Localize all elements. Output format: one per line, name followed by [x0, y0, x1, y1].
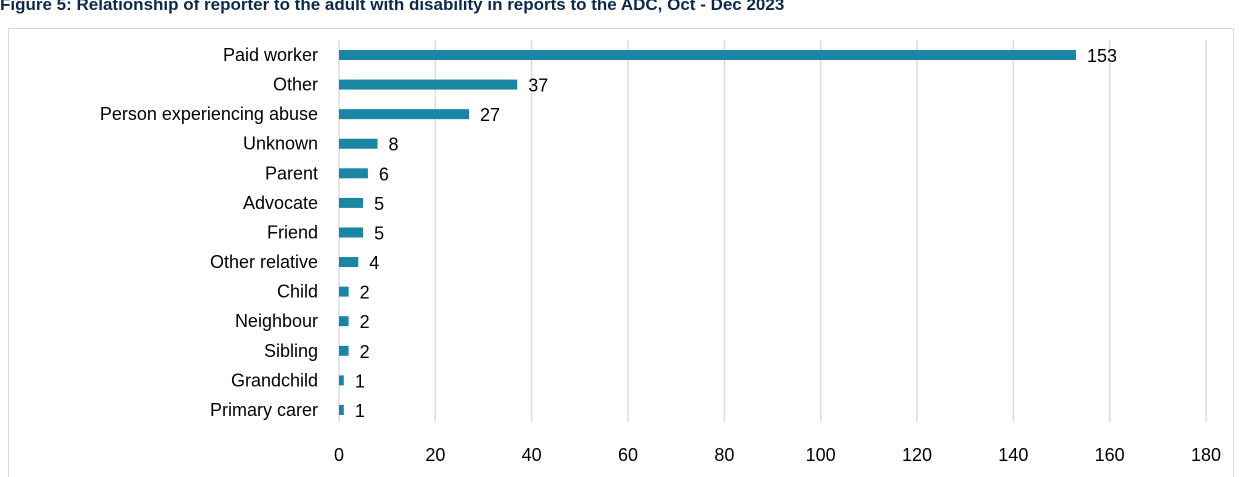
category-label: Sibling — [264, 341, 318, 361]
category-label: Person experiencing abuse — [100, 104, 318, 124]
bar — [339, 286, 349, 297]
data-label: 1 — [355, 401, 365, 421]
bar — [339, 257, 359, 268]
x-tick-labels: 0 20 40 60 80 100 120 140 160 180 — [334, 445, 1221, 465]
x-tick-label: 120 — [902, 445, 932, 465]
gridlines — [338, 40, 1207, 422]
bar — [339, 197, 364, 208]
data-label: 8 — [389, 135, 399, 155]
bar — [339, 227, 364, 238]
category-label: Advocate — [243, 193, 318, 213]
category-label: Primary carer — [210, 400, 318, 420]
bar — [339, 375, 344, 386]
x-tick-label: 100 — [806, 445, 836, 465]
data-label: 6 — [379, 164, 389, 184]
bar — [339, 345, 349, 356]
category-label: Other — [273, 75, 318, 95]
category-label: Unknown — [243, 134, 318, 154]
figure-title: Figure 5: Relationship of reporter to th… — [0, 0, 785, 14]
data-label: 1 — [355, 371, 365, 391]
category-label: Grandchild — [231, 370, 318, 390]
chart-frame — [8, 28, 1234, 477]
x-tick-label: 40 — [522, 445, 542, 465]
category-label: Neighbour — [235, 311, 318, 331]
data-label: 2 — [360, 342, 370, 362]
bars — [339, 50, 1076, 415]
data-label: 153 — [1087, 46, 1117, 66]
x-tick-label: 0 — [334, 445, 344, 465]
data-label: 37 — [528, 76, 548, 96]
bar — [339, 316, 349, 327]
x-tick-label: 20 — [425, 445, 445, 465]
bar — [339, 50, 1076, 60]
category-label: Other relative — [210, 252, 318, 272]
bar — [339, 109, 470, 120]
x-tick-label: 60 — [618, 445, 638, 465]
data-label: 2 — [360, 312, 370, 332]
x-tick-label: 180 — [1191, 445, 1221, 465]
data-label: 4 — [369, 253, 379, 273]
data-label: 5 — [374, 194, 384, 214]
data-label: 5 — [374, 223, 384, 243]
x-tick-label: 160 — [1095, 445, 1125, 465]
bar — [339, 79, 518, 90]
x-tick-label: 140 — [998, 445, 1028, 465]
x-tick-label: 80 — [714, 445, 734, 465]
category-label: Parent — [265, 163, 318, 183]
bar — [339, 168, 368, 179]
bar — [339, 138, 378, 149]
bar — [339, 404, 344, 415]
category-label: Paid worker — [223, 45, 318, 65]
category-label: Friend — [267, 222, 318, 242]
category-label: Child — [277, 282, 318, 302]
category-labels: Paid worker Other Person experiencing abus… — [100, 45, 318, 420]
data-label: 2 — [360, 283, 370, 303]
data-labels: 153 37 27 86 5 5 4 2 2 2 1 1 — [355, 46, 1117, 421]
data-label: 27 — [480, 105, 500, 125]
